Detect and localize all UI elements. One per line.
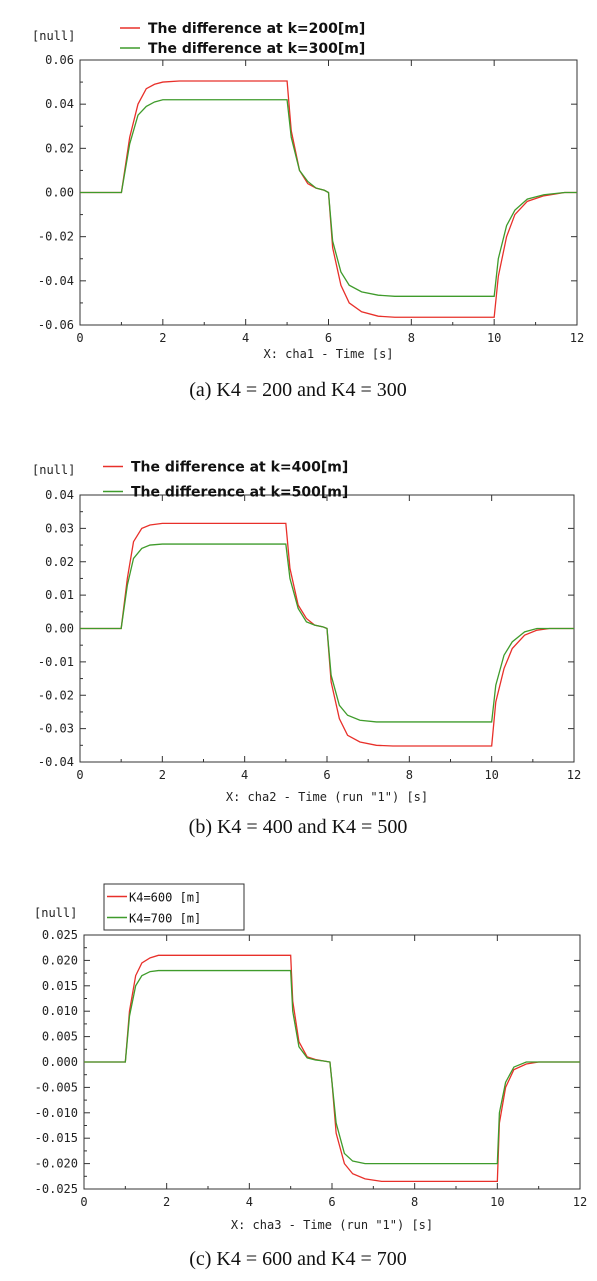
x-tick-label: 6: [328, 1195, 335, 1209]
x-axis-label: X: cha2 - Time (run "1") [s]: [226, 790, 428, 804]
x-axis-label: X: cha3 - Time (run "1") [s]: [231, 1218, 433, 1232]
x-tick-label: 6: [325, 331, 332, 345]
y-tick-label: 0.000: [42, 1055, 78, 1069]
y-tick-label: 0.020: [42, 953, 78, 967]
y-tick-label: 0.02: [45, 555, 74, 569]
y-axis-label: [null]: [34, 906, 77, 920]
y-tick-label: 0.01: [45, 588, 74, 602]
y-tick-label: 0.010: [42, 1004, 78, 1018]
x-tick-label: 0: [76, 331, 83, 345]
x-tick-label: 0: [76, 768, 83, 782]
y-tick-label: -0.015: [35, 1131, 78, 1145]
y-tick-label: -0.005: [35, 1080, 78, 1094]
y-tick-label: -0.04: [38, 274, 74, 288]
x-tick-label: 10: [487, 331, 501, 345]
x-tick-label: 4: [241, 768, 248, 782]
y-tick-label: -0.020: [35, 1157, 78, 1171]
x-tick-label: 10: [490, 1195, 504, 1209]
x-tick-label: 2: [159, 331, 166, 345]
legend-label-1: The difference at k=200[m]: [148, 21, 365, 37]
legend-label-2: K4=700 [m]: [129, 912, 201, 926]
y-axis-label: [null]: [32, 463, 75, 477]
chart-panel-a: 0.06 0.04 0.02 0.00 -0.02 -0.04 -0.06 0 2 4 6 8 10 12…: [0, 0, 597, 420]
chart-c-svg: 0.025 0.020 0.015 0.010 0.005 0.000 -0.005 -0.0…: [34, 883, 587, 1270]
y-tick-label: 0.02: [45, 141, 74, 155]
y-tick-label: 0.025: [42, 928, 78, 942]
series-line-2: [84, 969, 580, 1165]
chart-panel-b: 0.04 0.03 0.02 0.01 0.00 -0.01 -0.02 -0.03 -0.04…: [0, 440, 597, 860]
y-tick-label: 0.005: [42, 1030, 78, 1044]
chart-caption: (a) K4 = 200 and K4 = 300: [189, 379, 407, 401]
series-line-2: [80, 99, 577, 297]
x-tick-label: 8: [411, 1195, 418, 1209]
x-tick-label: 0: [80, 1195, 87, 1209]
chart-b-svg: 0.04 0.03 0.02 0.01 0.00 -0.01 -0.02 -0.03 -0.04…: [32, 460, 581, 839]
y-tick-label: 0.015: [42, 979, 78, 993]
chart-caption: (b) K4 = 400 and K4 = 500: [189, 816, 408, 838]
legend-label-1: The difference at k=400[m]: [131, 460, 348, 476]
legend-label-1: K4=600 [m]: [129, 891, 201, 905]
y-tick-label: -0.02: [38, 688, 74, 702]
y-tick-label: 0.00: [45, 186, 74, 200]
y-tick-label: -0.06: [38, 318, 74, 332]
y-tick-label: -0.025: [35, 1182, 78, 1196]
chart-caption: (c) K4 = 600 and K4 = 700: [189, 1248, 407, 1270]
y-tick-label: -0.04: [38, 755, 74, 769]
y-tick-label: -0.01: [38, 655, 74, 669]
x-tick-label: 4: [242, 331, 249, 345]
x-tick-label: 6: [323, 768, 330, 782]
plot-area: [83, 934, 581, 1190]
chart-a-svg: 0.06 0.04 0.02 0.00 -0.02 -0.04 -0.060 2 4 6 8 10 12…: [32, 21, 584, 401]
legend-label-2: The difference at k=300[m]: [148, 41, 365, 57]
x-tick-label: 12: [567, 768, 581, 782]
y-tick-label: -0.02: [38, 230, 74, 244]
y-tick-label: -0.03: [38, 722, 74, 736]
y-tick-label: 0.04: [45, 97, 74, 111]
y-tick-label: 0.00: [45, 622, 74, 636]
legend-box: [103, 883, 245, 931]
x-tick-label: 8: [408, 331, 415, 345]
y-tick-label: -0.010: [35, 1106, 78, 1120]
y-tick-label: 0.03: [45, 521, 74, 535]
chart-panel-c: 0.025 0.020 0.015 0.010 0.005 0.000 -0.005 -0.0…: [0, 875, 597, 1281]
x-tick-label: 8: [406, 768, 413, 782]
y-tick-label: 0.06: [45, 53, 74, 67]
series-line-2: [80, 543, 574, 723]
y-axis-label: [null]: [32, 29, 75, 43]
x-tick-label: 12: [570, 331, 584, 345]
x-axis-label: X: cha1 - Time [s]: [263, 347, 393, 361]
x-tick-label: 10: [484, 768, 498, 782]
x-tick-label: 4: [246, 1195, 253, 1209]
legend-label-2: The difference at k=500[m]: [131, 485, 348, 501]
x-tick-label: 2: [163, 1195, 170, 1209]
x-tick-label: 12: [573, 1195, 587, 1209]
y-tick-label: 0.04: [45, 488, 74, 502]
x-tick-label: 2: [159, 768, 166, 782]
